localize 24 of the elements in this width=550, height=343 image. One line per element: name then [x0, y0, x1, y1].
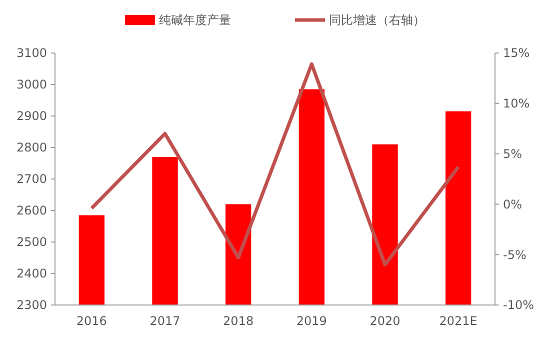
y2-tick-label: 15% — [503, 46, 530, 60]
x-tick-label: 2019 — [296, 314, 327, 328]
y2-tick-label: 5% — [503, 147, 522, 161]
x-tick-label: 2017 — [150, 314, 180, 328]
y2-tick-label: 10% — [503, 96, 530, 111]
legend-label: 同比增速（右轴） — [329, 13, 425, 28]
y-tick-label: 3000 — [16, 78, 47, 92]
x-tick-label: 2021E — [439, 314, 478, 328]
y-tick-label: 2700 — [16, 172, 47, 186]
y2-tick-label: 0% — [503, 197, 522, 212]
x-tick-label: 2016 — [76, 314, 107, 328]
y-tick-label: 2800 — [16, 140, 47, 155]
y-tick-label: 3100 — [16, 46, 47, 60]
y-tick-label: 2900 — [16, 109, 47, 124]
y-tick-label: 2400 — [16, 266, 47, 281]
y2-tick-label: -10% — [503, 298, 534, 312]
line-series — [90, 62, 460, 266]
x-tick-label: 2018 — [223, 314, 254, 328]
legend-label: 纯碱年度产量 — [159, 13, 231, 28]
y-tick-label: 2300 — [16, 298, 47, 312]
y-tick-label: 2600 — [16, 204, 47, 218]
y-tick-label: 2500 — [16, 235, 47, 250]
y2-tick-label: -5% — [503, 248, 526, 262]
x-tick-label: 2020 — [370, 314, 400, 328]
